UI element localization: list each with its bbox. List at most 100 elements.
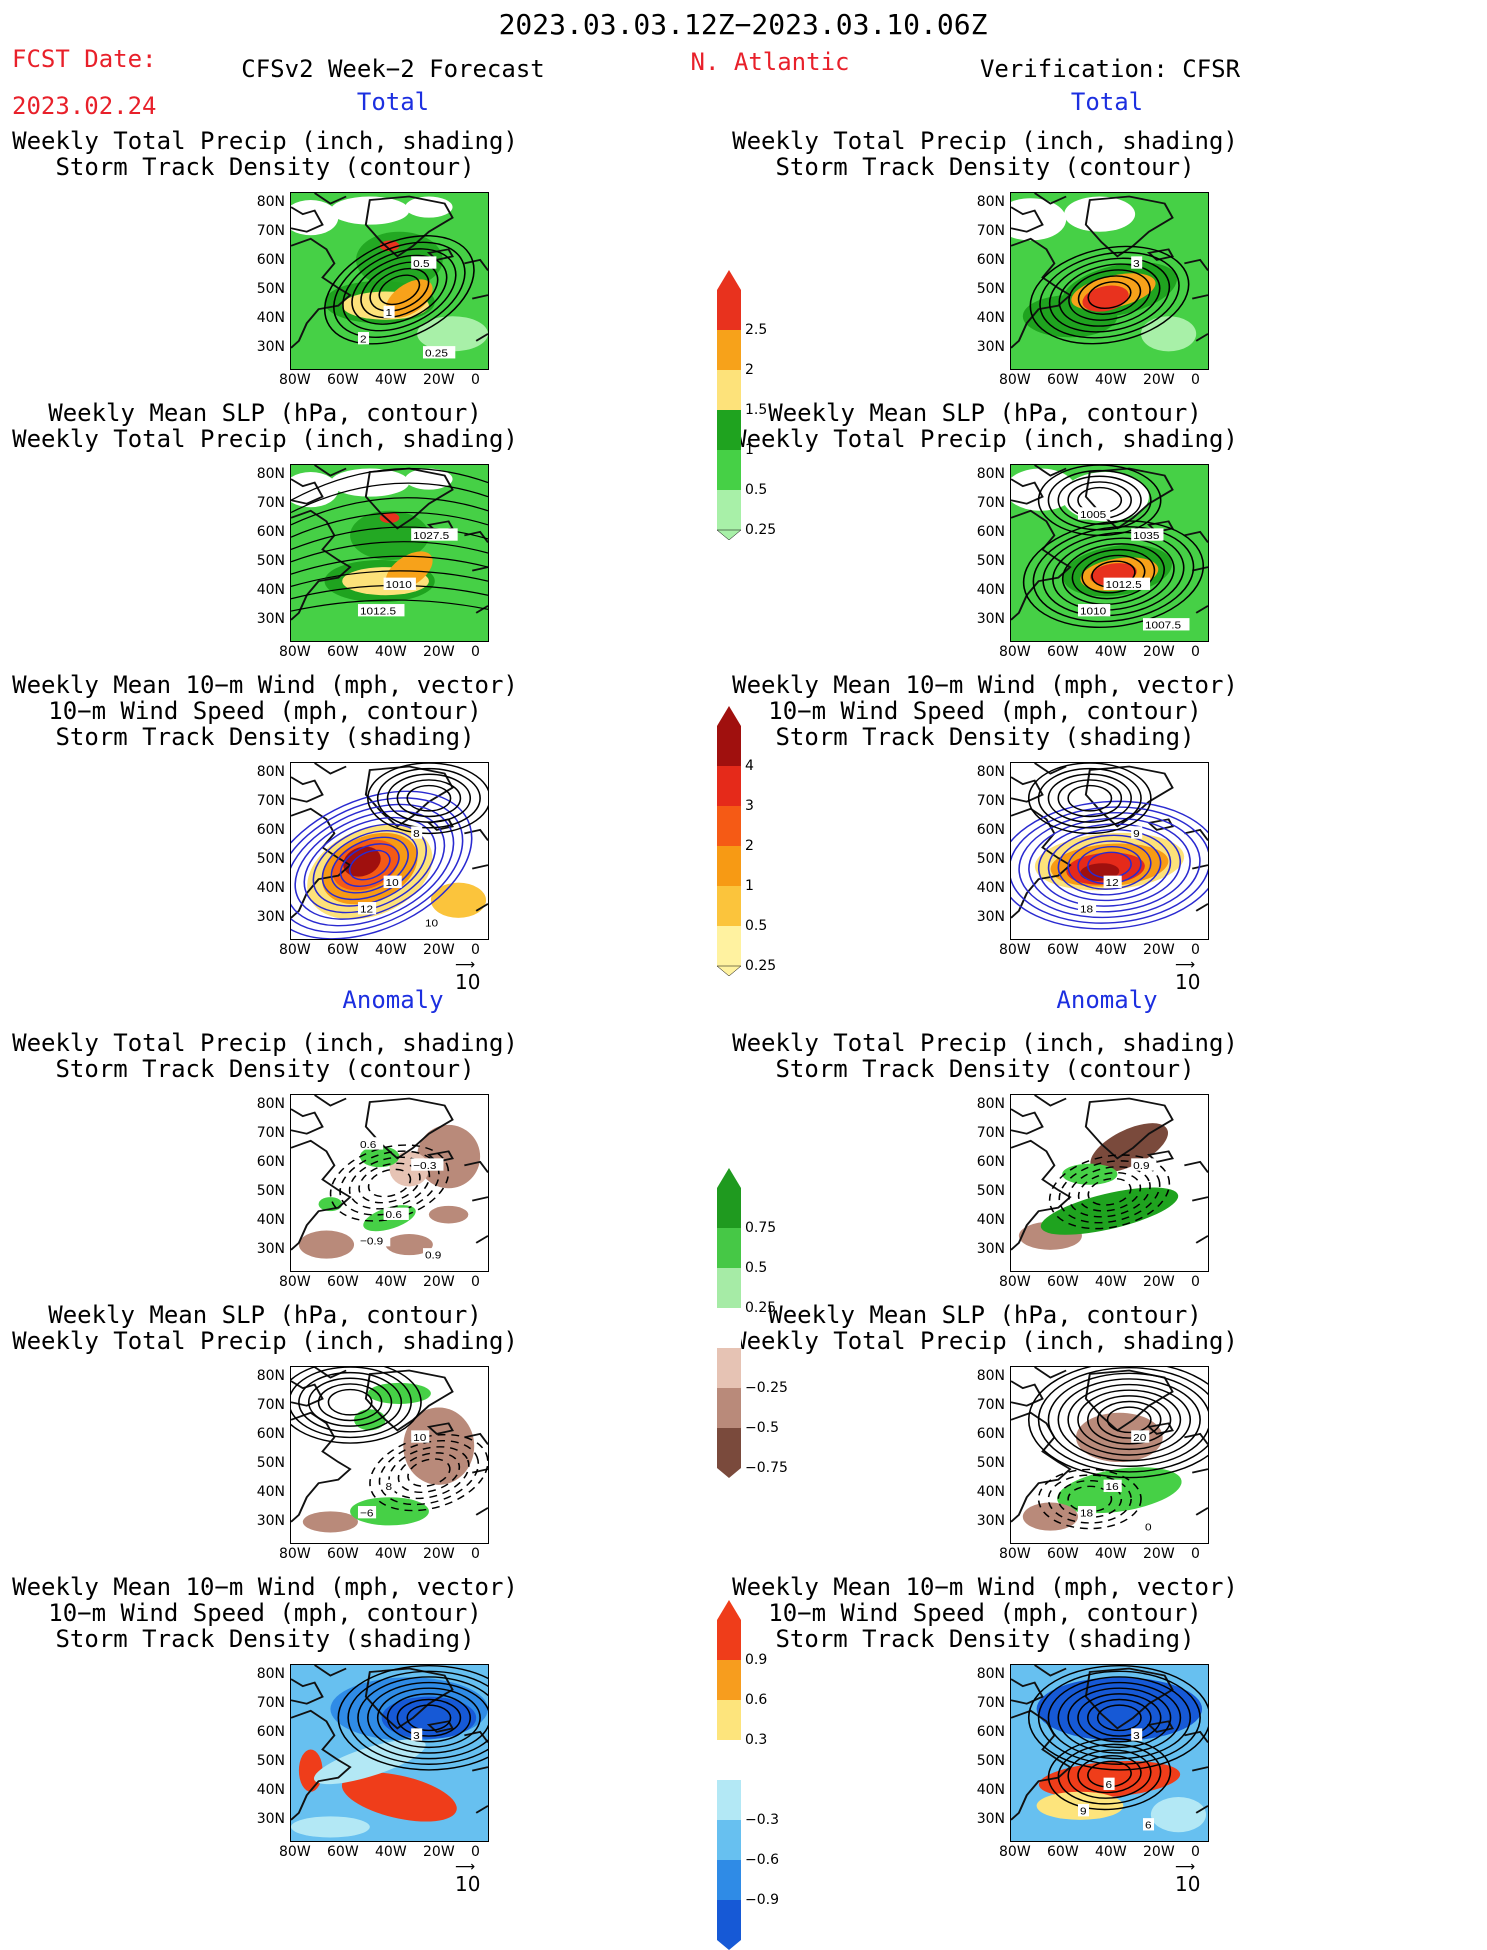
fc-anom-slp-contour-label: 8: [386, 1482, 393, 1493]
colorbar-track_anom-segment: [717, 1740, 741, 1780]
ob-total-wind-map: 9 12 18: [1010, 762, 1209, 940]
colorbar-track_total-label: 0.25: [745, 958, 777, 974]
fc-total-slp-lon-tick: 20W: [423, 644, 455, 660]
ob-total-precip-lat-tick: 70N: [976, 223, 1005, 239]
ob-anom-wind-lat-tick: 30N: [976, 1811, 1005, 1827]
ob-anom-wind-title-line-2: 10−m Wind Speed (mph, contour): [768, 1599, 1202, 1627]
fc-anom-slp-lat-tick: 60N: [256, 1426, 285, 1442]
ob-anom-wind-lon-tick: 40W: [1095, 1844, 1127, 1860]
fc-anom-precip-lat-tick: 60N: [256, 1154, 285, 1170]
ob-anom-precip-map: 0.9: [1010, 1094, 1209, 1272]
fc-total-slp-lat-tick: 50N: [256, 553, 285, 569]
ob-anom-precip-lat-tick: 50N: [976, 1183, 1005, 1199]
ob-total-slp-lat-tick: 50N: [976, 553, 1005, 569]
ob-total-precip-lon-tick: 60W: [1047, 372, 1079, 388]
fc-anom-precip-lat-tick: 70N: [256, 1125, 285, 1141]
ob-anom-wind-contour-label: 3: [1133, 1730, 1140, 1741]
ob-total-wind-title-line-1: Weekly Mean 10−m Wind (mph, vector): [732, 671, 1238, 699]
ob-anom-wind-lat-tick: 40N: [976, 1782, 1005, 1798]
ob-total-wind-lat-tick: 40N: [976, 880, 1005, 896]
ob-total-slp-lat-tick: 60N: [976, 524, 1005, 540]
vector-arrow-icon: ⟶: [455, 1859, 476, 1875]
ob-anom-slp-lat-tick: 70N: [976, 1397, 1005, 1413]
colorbar-precip_anom: 0.75 0.5 0.25 −0.25 −0.5 −0.75: [715, 1168, 825, 1478]
ob-anom-slp-lat-tick: 50N: [976, 1455, 1005, 1471]
fc-total-precip-map: 0.5 1 2 0.25: [290, 192, 489, 370]
fc-total-wind-lon-tick: 40W: [375, 942, 407, 958]
colorbar-track_anom-label: 0.6: [745, 1692, 768, 1708]
ob-total-slp-lat-tick: 40N: [976, 582, 1005, 598]
fc-total-wind-map: 8 10 12 10: [290, 762, 489, 940]
fc-anom-slp-lon-tick: 40W: [375, 1546, 407, 1562]
ob-total-precip-lat-tick: 50N: [976, 281, 1005, 297]
fc-anom-slp-lat-tick: 30N: [256, 1513, 285, 1529]
vector-arrow-icon: ⟶: [1175, 1859, 1196, 1875]
colorbar-precip_anom-label: −0.75: [745, 1460, 788, 1476]
fc-anom-wind-lat-tick: 30N: [256, 1811, 285, 1827]
ob-anom-wind-map: 3 6 9 6: [1010, 1664, 1209, 1842]
colorbar-track_total-label: 0.5: [745, 918, 768, 934]
colorbar-track_anom-label: −0.3: [745, 1812, 779, 1828]
ob-total-wind-lat-tick: 60N: [976, 822, 1005, 838]
ob-anom-slp-lon-tick: 20W: [1143, 1546, 1175, 1562]
ob-total-precip-lon-tick: 40W: [1095, 372, 1127, 388]
ob-anom-precip-lat-tick: 60N: [976, 1154, 1005, 1170]
fc-total-wind-contour-label: 8: [413, 828, 420, 839]
colorbar-precip_anom-label: 0.25: [745, 1300, 777, 1316]
ob-anom-wind-lon-tick: 20W: [1143, 1844, 1175, 1860]
fc-anom-wind-lon-tick: 60W: [327, 1844, 359, 1860]
fc-total-slp-map: 1027.5 1010 1012.5: [290, 464, 489, 642]
date-range: 2023.03.03.12Z−2023.03.10.06Z: [498, 8, 988, 41]
fc-total-precip-lon-tick: 60W: [327, 372, 359, 388]
fcst-date-label: FCST Date:: [12, 45, 157, 73]
fc-anom-slp-lat-tick: 70N: [256, 1397, 285, 1413]
fc-anom-precip-lat-tick: 80N: [256, 1096, 285, 1112]
fc-total-slp-lat-tick: 30N: [256, 611, 285, 627]
colorbar-precip_total-segment: [717, 330, 741, 370]
fc-anom-precip-contour-label: 0.6: [360, 1139, 376, 1150]
fc-anom-precip-lon-tick: 40W: [375, 1274, 407, 1290]
fc-total-wind-lon-tick: 20W: [423, 942, 455, 958]
colorbar-precip_anom-segment: [717, 1388, 741, 1428]
colorbar-track_anom-segment: [717, 1700, 741, 1740]
ob-total-slp-contour-label: 1010: [1080, 606, 1106, 617]
ob-anom-slp-lon-tick: 60W: [1047, 1546, 1079, 1562]
fc-anom-precip-lat-tick: 50N: [256, 1183, 285, 1199]
fc-anom-precip-contour-label: −0.3: [413, 1160, 436, 1171]
forecast-title: CFSv2 Week−2 Forecast: [241, 55, 545, 83]
fc-total-precip-contour-label: 0.25: [425, 348, 448, 359]
ob-total-wind-contour-label: 12: [1106, 878, 1119, 889]
fc-total-wind-lon-tick: 80W: [279, 942, 311, 958]
colorbar-precip_anom-label: −0.5: [745, 1420, 779, 1436]
ob-anom-slp-lat-tick: 30N: [976, 1513, 1005, 1529]
fc-anom-slp-lat-tick: 40N: [256, 1484, 285, 1500]
fc-anom-wind-lon-tick: 80W: [279, 1844, 311, 1860]
fc-total-slp-title-line-2: Weekly Total Precip (inch, shading): [12, 425, 518, 453]
ob-anom-wind-title-line-1: Weekly Mean 10−m Wind (mph, vector): [732, 1573, 1238, 1601]
ob-total-wind-lon-tick: 80W: [999, 942, 1031, 958]
fc-anom-slp-lon-tick: 80W: [279, 1546, 311, 1562]
fc-total-slp-lon-tick: 40W: [375, 644, 407, 660]
ob-total-slp-lat-tick: 30N: [976, 611, 1005, 627]
colorbar-track_anom-segment: [717, 1660, 741, 1700]
colorbar-precip_anom-segment: [717, 1348, 741, 1388]
colorbar-track_total-segment: [717, 846, 741, 886]
colorbar-track_anom-label: −0.6: [745, 1852, 779, 1868]
colorbar-precip_total-segment: [717, 370, 741, 410]
fc-total-wind-lat-tick: 60N: [256, 822, 285, 838]
ob-total-slp-lat-tick: 80N: [976, 466, 1005, 482]
vector-reference-label: 10: [455, 970, 481, 994]
fc-anom-slp-map: 10 8 −6: [290, 1366, 489, 1544]
verification-title: Verification: CFSR: [979, 55, 1241, 83]
fc-anom-wind-title-line-1: Weekly Mean 10−m Wind (mph, vector): [12, 1573, 518, 1601]
ob-anom-slp-lat-tick: 80N: [976, 1368, 1005, 1384]
ob-anom-slp-lat-tick: 40N: [976, 1484, 1005, 1500]
ob-total-wind-title-line-3: Storm Track Density (shading): [775, 723, 1195, 751]
colorbar-track_total-segment: [717, 766, 741, 806]
colorbar-track_anom-segment: [717, 1820, 741, 1860]
ob-total-wind-lat-tick: 30N: [976, 909, 1005, 925]
fc-total-precip-contour-label: 1: [386, 308, 393, 319]
fc-total-slp-lat-tick: 80N: [256, 466, 285, 482]
fc-total-slp-contour-label: 1012.5: [360, 606, 396, 617]
ob-total-slp-title-line-2: Weekly Total Precip (inch, shading): [732, 425, 1238, 453]
